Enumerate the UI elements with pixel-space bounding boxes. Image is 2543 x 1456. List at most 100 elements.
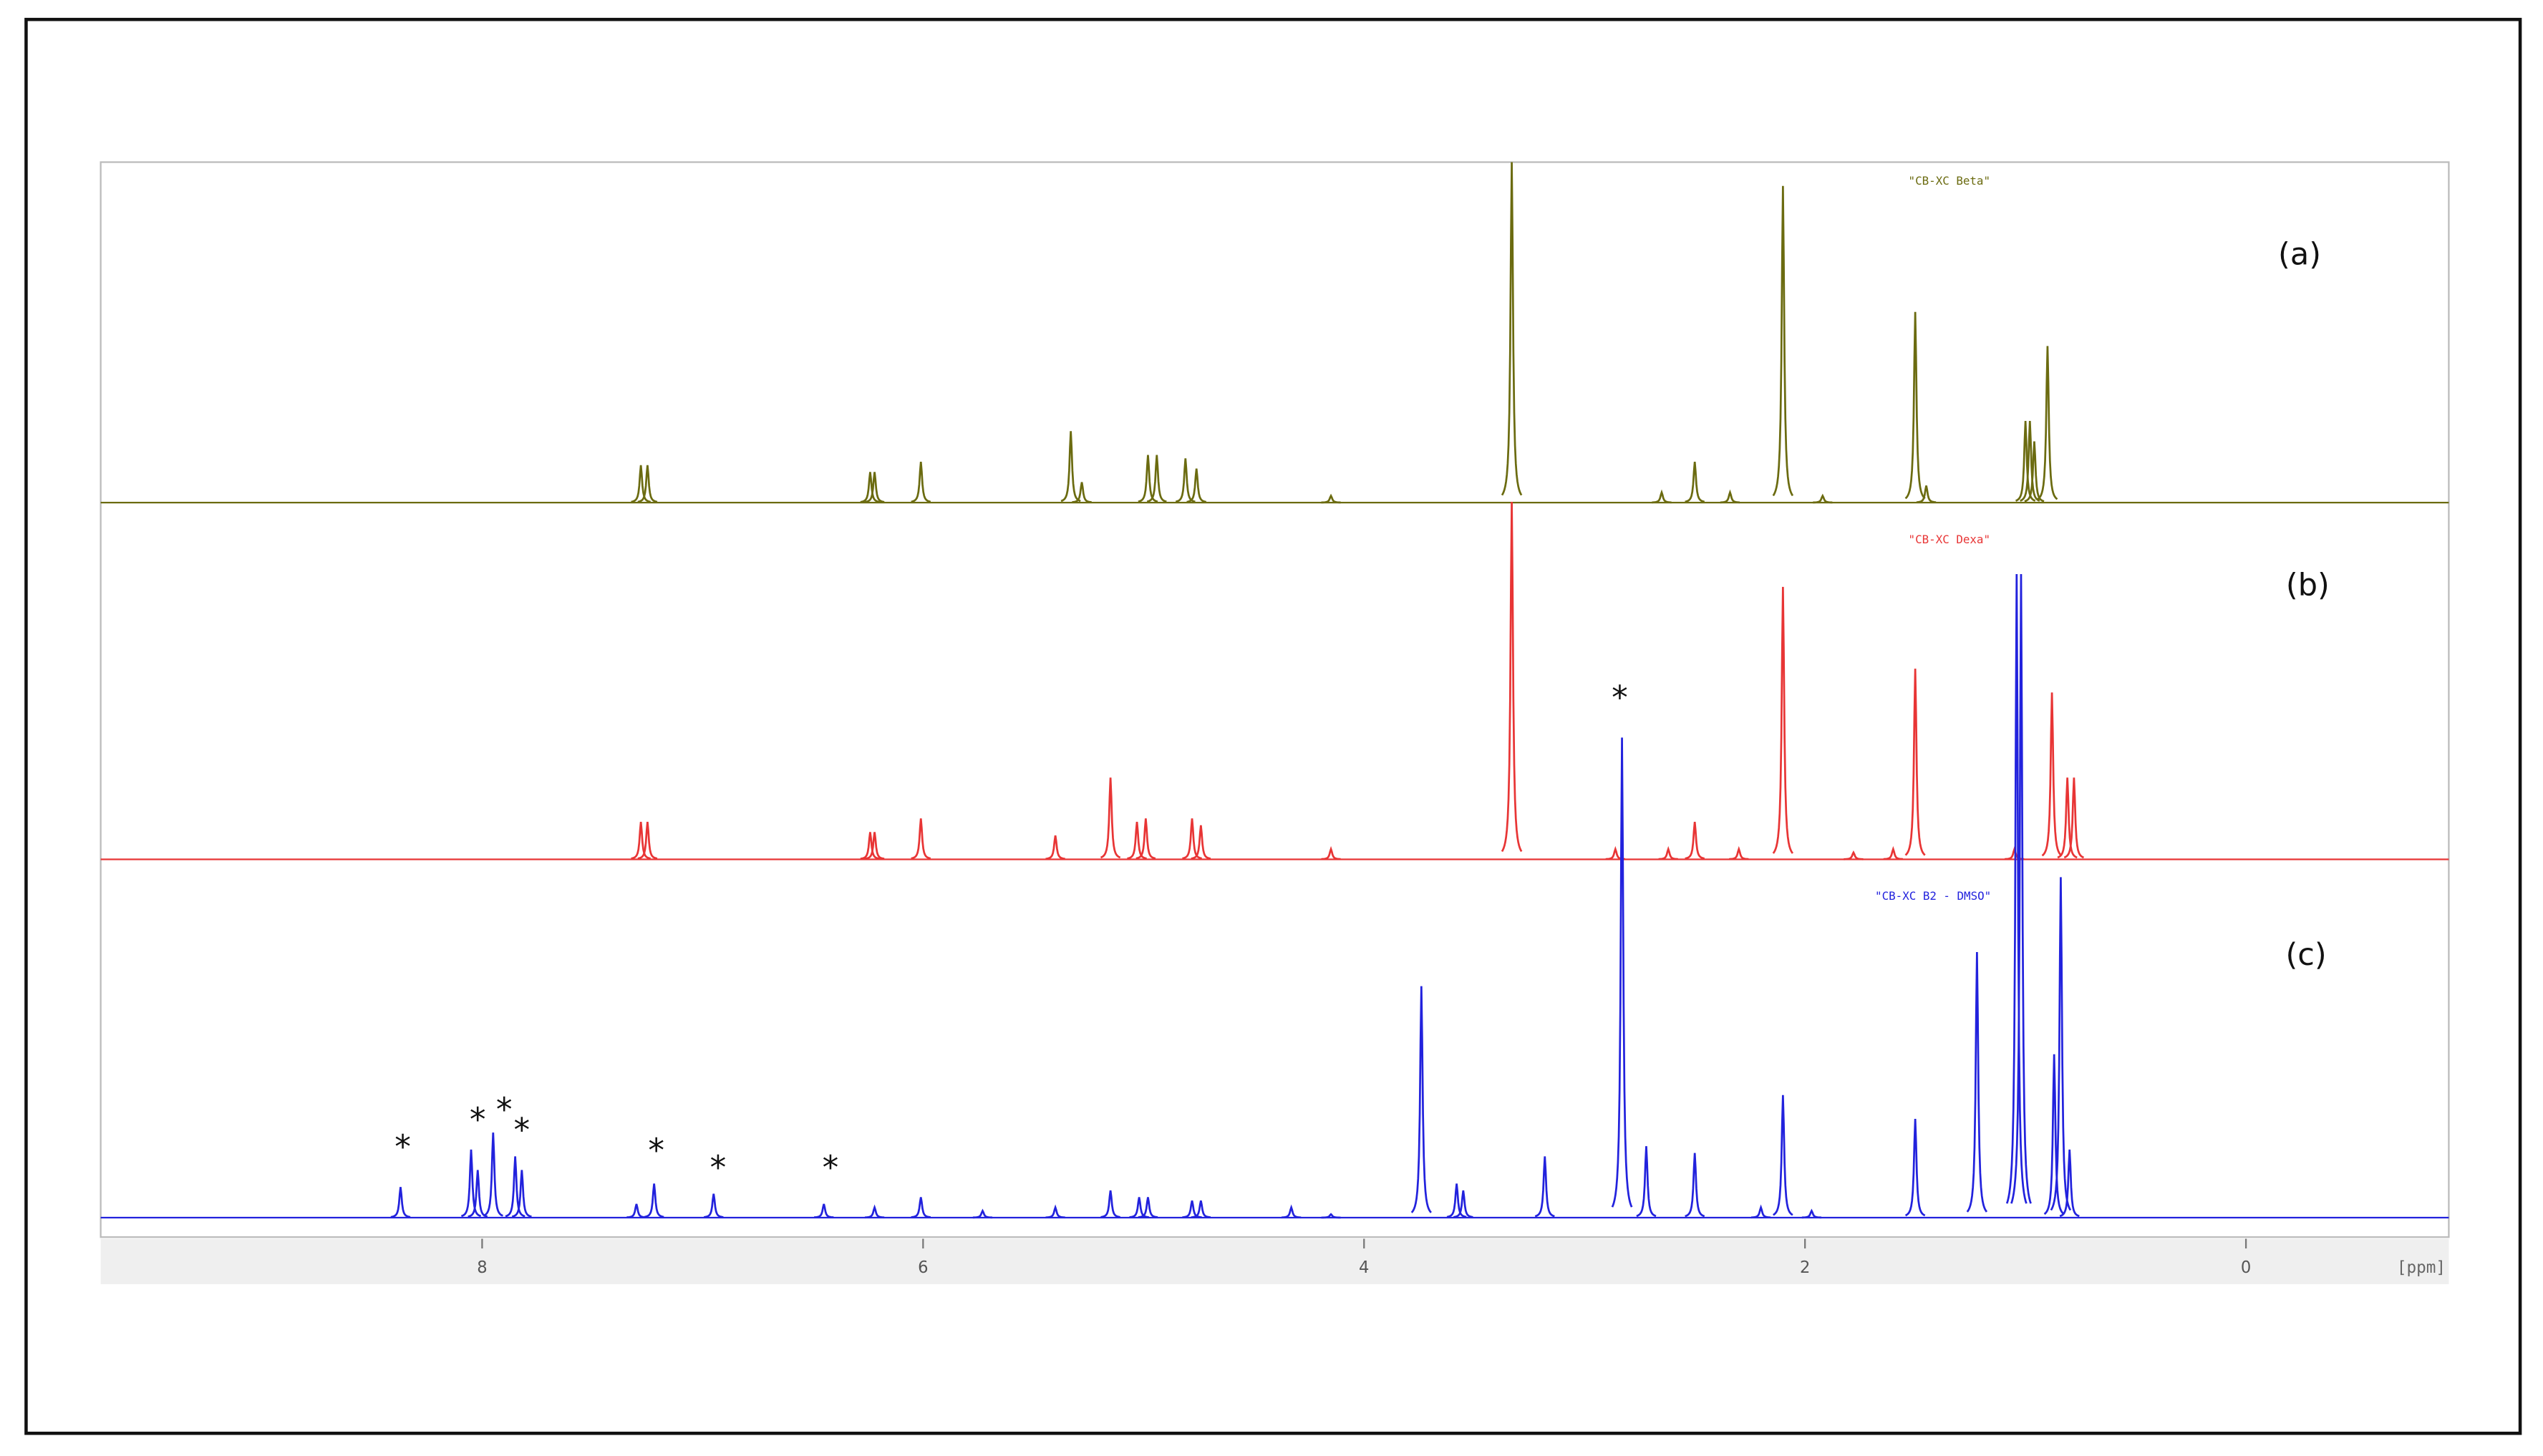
peak bbox=[1060, 431, 1081, 503]
series-name: "CB-XC B2 - DMSO" bbox=[1875, 889, 1991, 903]
peak bbox=[505, 1156, 525, 1218]
peak bbox=[1636, 1146, 1657, 1218]
peak bbox=[1611, 737, 1633, 1208]
peak bbox=[1904, 669, 1926, 856]
peak bbox=[1904, 311, 1926, 500]
peak bbox=[1321, 845, 1341, 860]
peak bbox=[1191, 1200, 1211, 1218]
x-tick-label: 2 bbox=[1800, 1258, 1810, 1277]
peak bbox=[1750, 1204, 1771, 1219]
peak bbox=[1534, 1156, 1555, 1218]
peak bbox=[972, 1208, 993, 1219]
panel-label: (a) bbox=[2278, 236, 2321, 272]
annotation: * bbox=[823, 1148, 839, 1186]
peak bbox=[2043, 1054, 2065, 1215]
peak bbox=[814, 1203, 834, 1218]
peak bbox=[911, 1197, 931, 1218]
peak bbox=[864, 832, 885, 860]
peak bbox=[2063, 777, 2084, 859]
annotation: * bbox=[1612, 679, 1628, 717]
series-name: "CB-XC Beta" bbox=[1909, 174, 1990, 188]
annotation: * bbox=[394, 1128, 411, 1166]
panel-label: (b) bbox=[2286, 567, 2330, 603]
peak bbox=[637, 822, 658, 860]
annotation: * bbox=[710, 1148, 727, 1186]
x-axis-label: [ppm] bbox=[2397, 1258, 2446, 1277]
peak bbox=[2024, 441, 2045, 503]
peak bbox=[860, 832, 881, 860]
peak bbox=[1186, 468, 1207, 503]
peak bbox=[637, 465, 658, 503]
x-axis-band bbox=[100, 1238, 2449, 1284]
peak bbox=[631, 822, 651, 860]
peak bbox=[460, 1149, 482, 1218]
peak bbox=[1191, 825, 1211, 860]
peak bbox=[1729, 845, 1749, 860]
peak bbox=[1904, 1119, 1926, 1217]
peak bbox=[1100, 777, 1121, 859]
annotation: * bbox=[514, 1111, 531, 1149]
peak bbox=[2059, 1149, 2080, 1218]
peak bbox=[1281, 1204, 1302, 1219]
peak bbox=[1138, 455, 1158, 503]
peak bbox=[1127, 822, 1147, 860]
peak bbox=[864, 472, 885, 503]
peak bbox=[1129, 1197, 1149, 1218]
annotation: * bbox=[496, 1090, 513, 1128]
peak bbox=[1658, 845, 1678, 860]
peak bbox=[1321, 1213, 1341, 1219]
peak bbox=[1410, 986, 1432, 1213]
peak bbox=[483, 1132, 503, 1217]
x-tick-label: 0 bbox=[2241, 1258, 2251, 1277]
peak bbox=[1182, 818, 1202, 860]
peak bbox=[1685, 822, 1705, 860]
peak bbox=[1045, 835, 1065, 860]
peak bbox=[1453, 1190, 1473, 1218]
peak bbox=[860, 472, 881, 503]
peak bbox=[1182, 1200, 1202, 1218]
peak bbox=[1100, 1190, 1120, 1218]
peak bbox=[1045, 1204, 1065, 1219]
peak bbox=[911, 818, 931, 860]
x-tick-label: 8 bbox=[477, 1258, 487, 1277]
peak bbox=[1146, 455, 1167, 503]
peak bbox=[1138, 1197, 1158, 1218]
peak bbox=[1072, 482, 1092, 503]
peak bbox=[2015, 420, 2036, 502]
peak bbox=[1813, 493, 1833, 504]
peak bbox=[2005, 574, 2028, 1204]
peak bbox=[1883, 845, 1903, 860]
peak bbox=[1501, 502, 1523, 853]
peak bbox=[1501, 162, 1523, 496]
x-tick-label: 6 bbox=[918, 1258, 928, 1277]
peak bbox=[1844, 850, 1864, 860]
peak bbox=[626, 1203, 646, 1218]
peak bbox=[511, 1170, 532, 1218]
peak bbox=[1135, 818, 1156, 860]
peak bbox=[1801, 1208, 1822, 1219]
peak bbox=[1772, 586, 1794, 854]
annotation: * bbox=[648, 1131, 664, 1169]
peak bbox=[644, 1183, 664, 1218]
peak bbox=[2010, 574, 2032, 1204]
peak bbox=[2037, 346, 2058, 500]
peak bbox=[1321, 493, 1341, 504]
peak bbox=[2041, 692, 2063, 857]
peak bbox=[390, 1187, 411, 1218]
peak bbox=[1966, 952, 1988, 1213]
peak bbox=[911, 461, 931, 503]
peak bbox=[1685, 1152, 1705, 1218]
x-tick-label: 4 bbox=[1359, 1258, 1369, 1277]
panel-label: (c) bbox=[2285, 937, 2326, 973]
peak bbox=[1685, 461, 1705, 503]
peak bbox=[1772, 185, 1794, 497]
peak bbox=[2057, 777, 2078, 859]
peak bbox=[631, 465, 651, 503]
peak bbox=[704, 1193, 724, 1218]
peak bbox=[1916, 485, 1937, 503]
peak bbox=[2020, 420, 2040, 502]
peak bbox=[1446, 1183, 1467, 1218]
peak bbox=[1720, 489, 1740, 504]
